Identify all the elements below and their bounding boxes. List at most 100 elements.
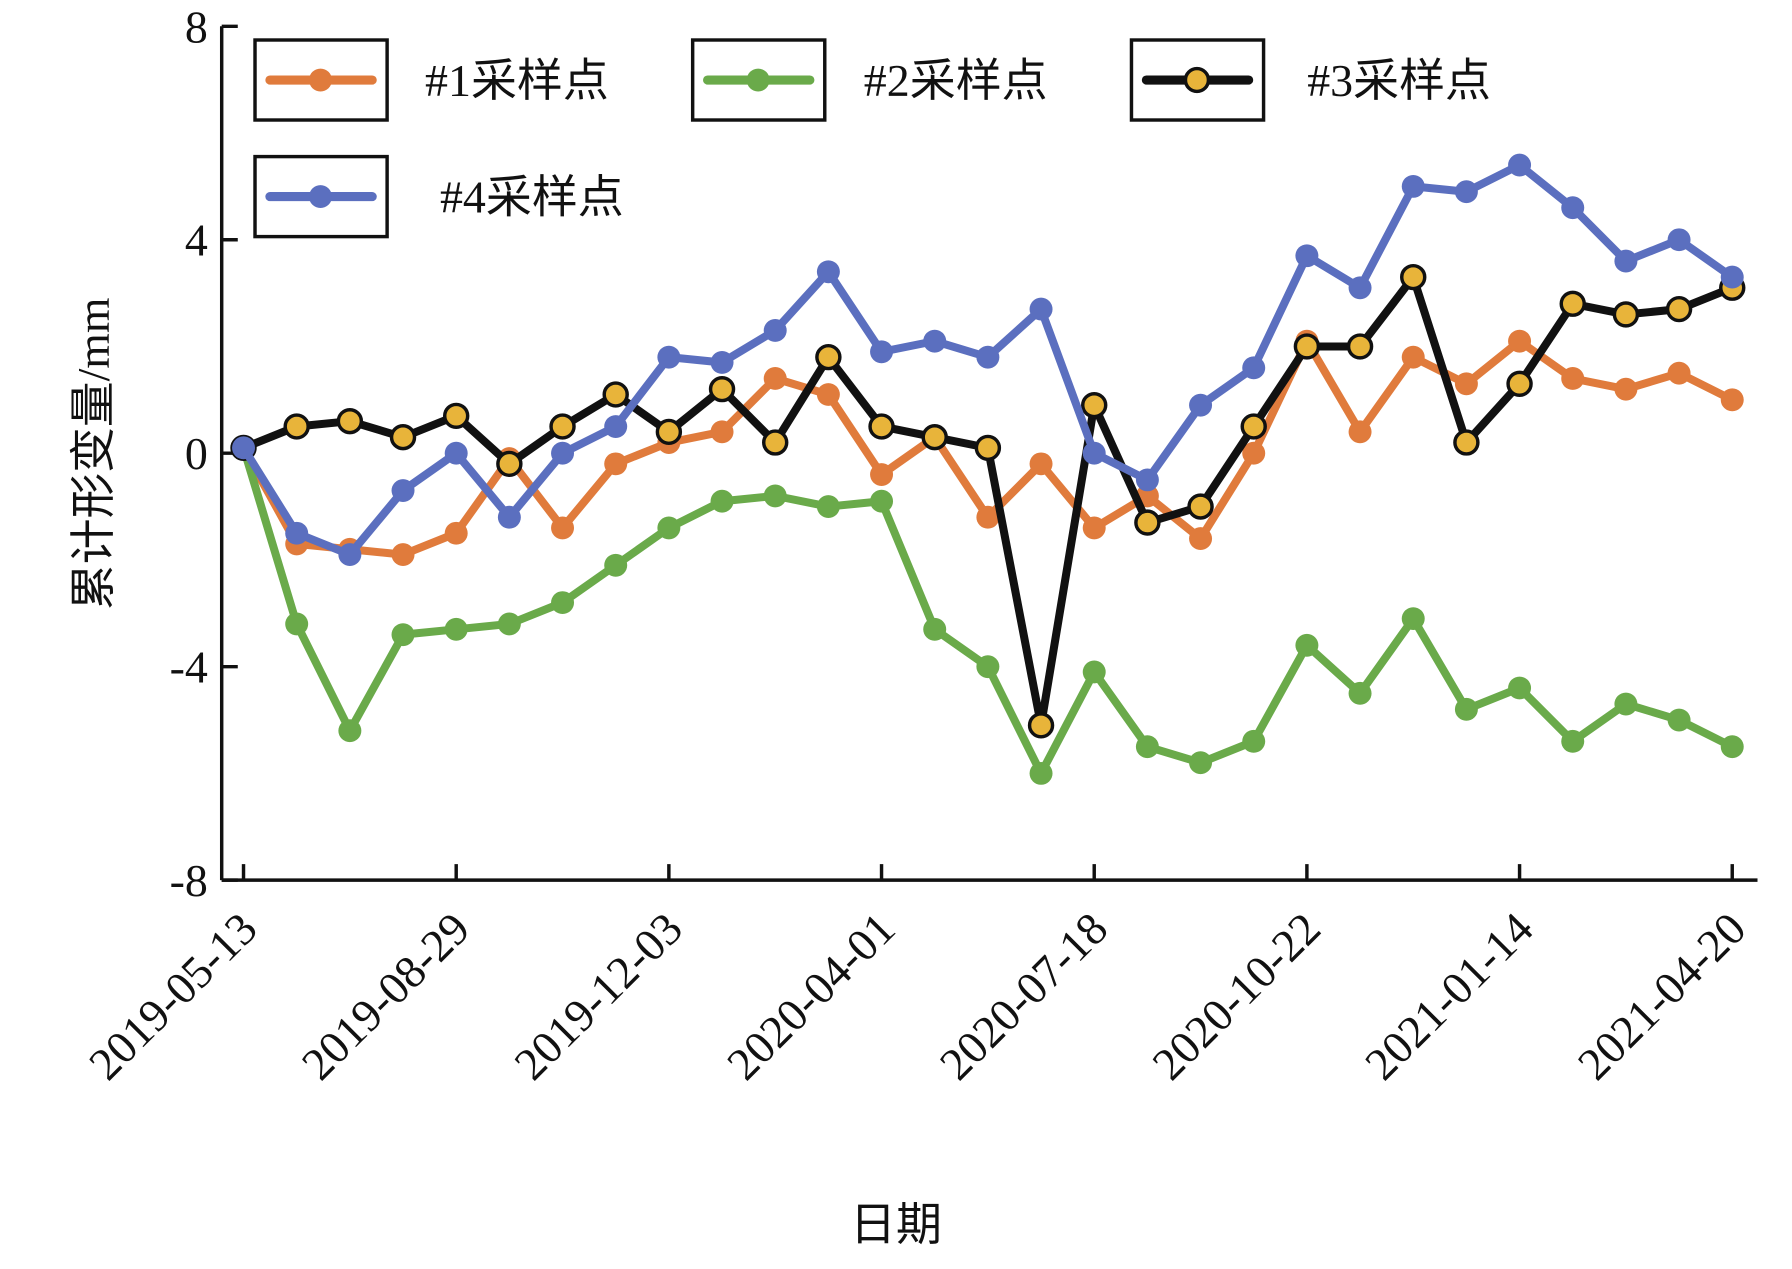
series-point [1561, 729, 1585, 753]
series-point [1346, 333, 1374, 360]
series-point [232, 436, 256, 460]
series-point [1135, 468, 1159, 492]
series-point [1293, 333, 1321, 360]
series-point [710, 351, 734, 374]
series-point [1187, 493, 1214, 520]
series-point [604, 452, 628, 476]
series-point [763, 367, 787, 390]
series-point [1242, 729, 1266, 753]
series-point [710, 489, 734, 513]
series-point [1561, 196, 1585, 220]
series-point [389, 424, 417, 451]
x-tick-label: 2020-04-01 [717, 903, 905, 1090]
series-point [391, 479, 415, 502]
series-point [1508, 153, 1532, 177]
series-point [604, 415, 628, 438]
series-point [1561, 367, 1585, 390]
series-point [816, 260, 840, 284]
series-point [1401, 174, 1425, 198]
y-tick-label: -4 [170, 642, 208, 693]
series-point [444, 441, 468, 465]
series-point [763, 319, 787, 342]
series-point [1614, 692, 1638, 716]
series-point [497, 612, 521, 636]
legend-marker [746, 68, 770, 92]
series-point [1454, 180, 1478, 204]
series-point [442, 402, 470, 429]
series-point [1453, 429, 1480, 456]
series-point [1454, 372, 1478, 396]
series-point [1508, 676, 1532, 700]
series-point [338, 543, 362, 567]
series-point [1348, 276, 1372, 300]
series-point [1508, 329, 1532, 353]
series-point [1240, 413, 1267, 440]
series-point [1189, 393, 1213, 417]
series-point [604, 553, 628, 577]
series-point [763, 484, 787, 508]
series-point [1082, 516, 1106, 540]
series-point [391, 623, 415, 647]
series-point [761, 429, 789, 456]
series-point [1029, 452, 1053, 476]
x-tick-label: 2019-05-13 [79, 903, 267, 1090]
series-point [1612, 301, 1640, 328]
legend-marker [309, 68, 332, 92]
legend-label: #4采样点 [440, 172, 624, 223]
series-point [921, 424, 948, 451]
series-point [708, 376, 736, 403]
series-point [870, 340, 894, 364]
series-point [657, 516, 681, 540]
series-point [1665, 295, 1693, 323]
y-tick-label: 8 [185, 1, 208, 52]
y-tick-label: 0 [185, 428, 208, 479]
x-tick-label: 2019-08-29 [292, 903, 480, 1090]
series-point [1348, 681, 1372, 705]
series-point [1029, 297, 1053, 321]
series-point [1135, 735, 1159, 759]
series-point [1506, 370, 1533, 397]
y-tick-label: 4 [185, 215, 208, 266]
y-tick-label: -8 [170, 855, 208, 906]
series-point [551, 441, 575, 465]
series-point [1348, 420, 1372, 444]
y-axis-label: 累计形变量/mm [68, 298, 119, 610]
x-tick-label: 2020-10-22 [1142, 903, 1330, 1090]
series-point [1401, 345, 1425, 369]
series-point [1559, 290, 1586, 317]
x-tick-label: 2021-01-14 [1355, 903, 1543, 1090]
series-point [976, 345, 1000, 369]
series-point [338, 719, 362, 743]
series-point [1242, 356, 1266, 380]
x-tick-label: 2020-07-18 [930, 903, 1118, 1090]
series-point [444, 617, 468, 641]
series-point [285, 521, 309, 545]
series-point [1295, 244, 1319, 268]
series-point [283, 413, 310, 440]
series-point [923, 617, 947, 641]
series-point [1082, 441, 1106, 465]
series-point [976, 505, 1000, 529]
series-point [1667, 361, 1691, 385]
series-point [336, 408, 364, 435]
series-point [551, 516, 575, 540]
legend-label: #3采样点 [1307, 55, 1491, 106]
series-point [710, 420, 734, 444]
series-point [974, 434, 1002, 462]
x-tick-label: 2019-12-03 [504, 903, 692, 1090]
series-point [1242, 441, 1266, 465]
series-point [549, 413, 576, 440]
series-point [1189, 751, 1213, 775]
legend-label: #1采样点 [425, 55, 609, 106]
series-point [497, 505, 521, 529]
series-point [1614, 377, 1638, 401]
series-point [602, 381, 629, 408]
series-point [1720, 735, 1744, 759]
series-point [1401, 607, 1425, 631]
series-point [1720, 388, 1744, 412]
series-point [1134, 509, 1161, 536]
series-point [868, 413, 895, 440]
series-point [1720, 265, 1744, 289]
